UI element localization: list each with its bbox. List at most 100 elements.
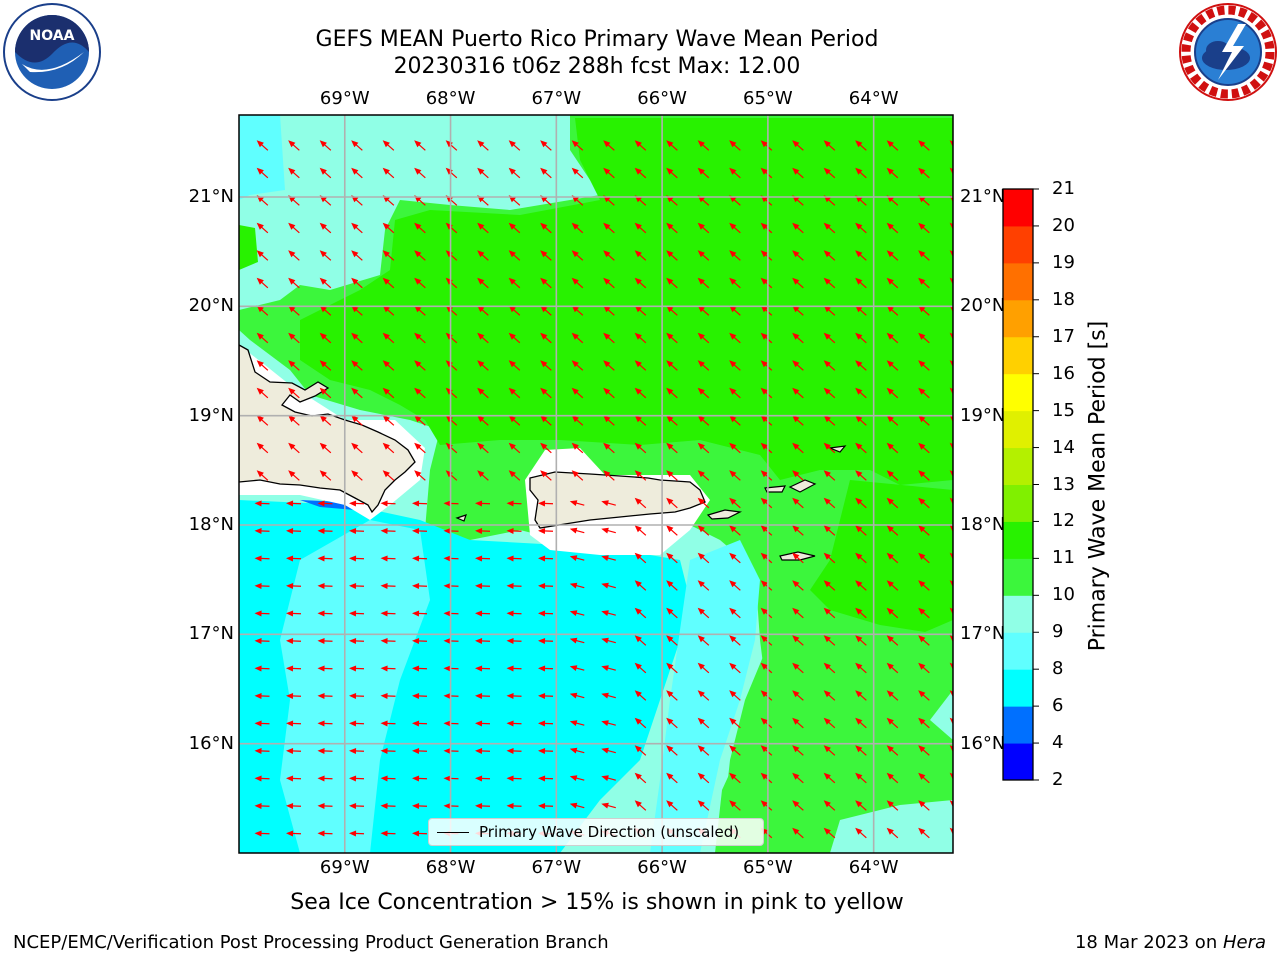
wave-arrow [351, 360, 363, 371]
wave-arrow [697, 222, 710, 234]
wave-arrow [601, 858, 615, 864]
wave-arrow [569, 527, 585, 534]
wave-arrow [918, 662, 930, 674]
wave-arrow [698, 855, 709, 865]
wave-arrow [256, 277, 269, 289]
wave-arrow [666, 167, 678, 179]
wave-arrow [729, 140, 741, 151]
wave-arrow [760, 662, 773, 674]
wave-arrow [540, 360, 552, 371]
wave-arrow [380, 747, 396, 754]
wave-arrow [792, 387, 804, 399]
wave-arrow [349, 582, 365, 589]
wave-arrow [760, 442, 773, 454]
wave-arrow [918, 690, 930, 701]
wave-arrow [254, 692, 270, 699]
wave-arrow [729, 607, 741, 619]
wave-arrow [792, 470, 804, 481]
wave-arrow [886, 580, 899, 591]
wave-arrow [380, 527, 396, 534]
wave-arrow [475, 665, 491, 672]
wave-arrow [319, 332, 332, 344]
wave-arrow [538, 802, 554, 809]
wave-arrow [382, 415, 395, 426]
land-virgin-islands-2 [764, 485, 787, 493]
wave-arrow [760, 635, 773, 646]
wave-arrow [540, 222, 552, 234]
wave-arrow [855, 745, 867, 756]
wave-arrow [823, 607, 836, 619]
wave-arrow [823, 140, 836, 151]
wave-arrow [538, 610, 554, 617]
wave-arrow [254, 747, 270, 754]
wave-arrow [792, 635, 804, 646]
wave-arrow [855, 497, 867, 509]
wave-arrow [855, 250, 867, 261]
wave-arrow [412, 637, 428, 644]
wave-arrow [538, 527, 554, 534]
wave-arrow [475, 610, 491, 617]
colorbar-bin [1003, 595, 1033, 633]
wave-arrow [634, 442, 647, 454]
wave-arrow [254, 637, 270, 644]
wave-arrow [697, 442, 710, 454]
wave-arrow [760, 552, 773, 564]
wave-arrow [412, 802, 428, 809]
wave-arrow [634, 250, 647, 261]
wave-arrow [792, 415, 804, 426]
land-hispaniola [239, 344, 416, 514]
lat-tick-label-left: 16°N [188, 732, 234, 754]
wave-arrow [288, 250, 300, 261]
wave-arrow [443, 692, 459, 699]
colorbar-tick-label: 14 [1052, 436, 1075, 458]
wave-arrow [254, 582, 270, 589]
wave-arrow [349, 527, 365, 534]
wave-arrow [412, 747, 428, 754]
wave-arrow [319, 140, 332, 151]
wave-arrow [477, 442, 489, 454]
wave-arrow [886, 442, 899, 454]
wave-arrow [918, 607, 930, 619]
wave-arrow [256, 222, 269, 234]
wave-arrow [666, 525, 678, 536]
lon-tick-label-top: 65°W [743, 88, 793, 109]
colorbar-bin [1003, 373, 1033, 412]
wave-arrow [508, 387, 521, 399]
wave-arrow [477, 387, 489, 399]
wave-arrow [886, 717, 899, 729]
lon-tick-label-bottom: 67°W [531, 857, 582, 878]
wave-arrow [569, 665, 585, 672]
wave-arrow [918, 250, 930, 261]
wave-arrow [286, 527, 302, 534]
colorbar-bin [1003, 632, 1033, 670]
wave-arrow [255, 858, 270, 864]
wave-arrow [445, 470, 458, 481]
wave-arrow [918, 387, 930, 399]
wave-arrow [666, 222, 678, 234]
wave-arrow [571, 360, 584, 371]
wave-arrow [886, 607, 899, 619]
wave-arrow [855, 277, 867, 289]
wave-arrow [760, 140, 773, 151]
wave-arrow [634, 580, 647, 591]
wave-arrow [538, 665, 554, 672]
wave-arrow [540, 332, 552, 344]
wave-arrow [666, 580, 678, 591]
wave-arrow [666, 442, 678, 454]
wave-arrow [286, 665, 302, 672]
wave-arrow [666, 662, 678, 674]
wave-arrow [288, 387, 300, 399]
wave-arrow [445, 442, 458, 454]
wave-arrow [697, 525, 710, 536]
wave-arrow [697, 250, 710, 261]
wave-arrow [571, 222, 584, 234]
wave-arrow [508, 250, 521, 261]
wave-arrow [823, 580, 836, 591]
wave-arrow [508, 222, 521, 234]
wave-arrow [538, 692, 554, 699]
wave-arrow [288, 415, 300, 426]
wave-arrow [317, 582, 333, 589]
wave-arrow [319, 387, 332, 399]
wave-arrow [886, 250, 899, 261]
wave-arrow [729, 662, 741, 674]
